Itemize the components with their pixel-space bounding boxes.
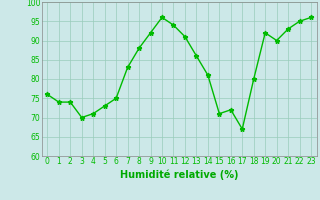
X-axis label: Humidité relative (%): Humidité relative (%) <box>120 169 238 180</box>
